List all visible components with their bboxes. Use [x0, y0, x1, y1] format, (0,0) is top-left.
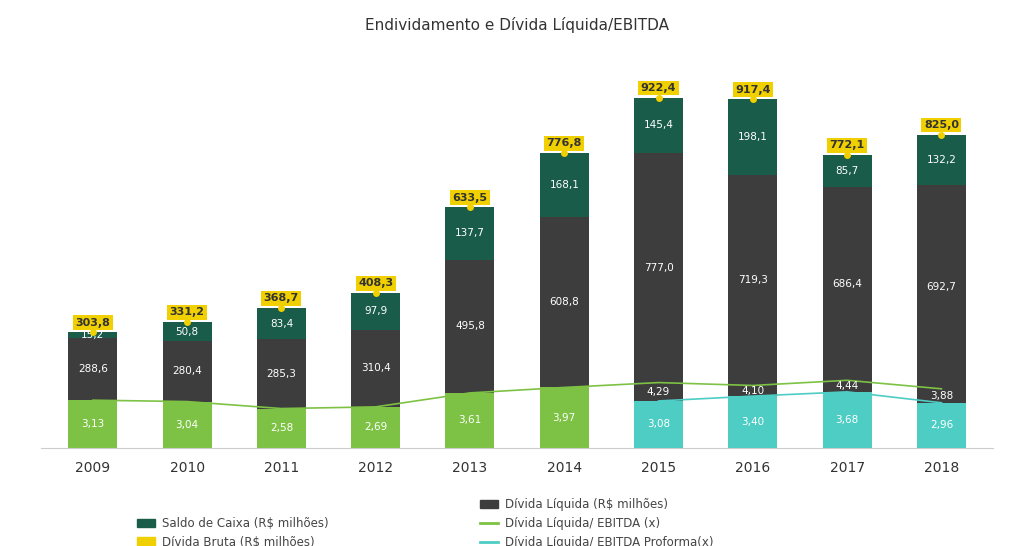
Text: 145,4: 145,4 [644, 120, 674, 130]
Bar [351, 293, 400, 330]
Text: 50,8: 50,8 [175, 327, 199, 337]
Bar [257, 308, 306, 340]
Text: 15,2: 15,2 [81, 330, 104, 340]
Bar [634, 153, 683, 383]
Bar [634, 153, 683, 401]
Text: 2,58: 2,58 [269, 423, 293, 433]
Bar [351, 330, 400, 407]
Text: 3,40: 3,40 [741, 417, 764, 427]
Bar [634, 383, 683, 448]
Bar [163, 341, 212, 401]
Text: 3,13: 3,13 [81, 419, 104, 429]
Bar [728, 175, 777, 385]
Text: 331,2: 331,2 [170, 307, 205, 317]
Bar [540, 388, 589, 448]
Bar [445, 393, 495, 448]
Text: 285,3: 285,3 [266, 369, 296, 379]
Bar [916, 134, 966, 185]
Bar [163, 322, 212, 341]
Bar [634, 401, 683, 448]
Bar [257, 408, 306, 448]
Bar [540, 217, 589, 388]
Text: 97,9: 97,9 [365, 306, 387, 316]
Text: 137,7: 137,7 [455, 228, 485, 239]
Text: 4,44: 4,44 [836, 381, 859, 391]
Text: 776,8: 776,8 [547, 138, 582, 149]
Bar [69, 400, 118, 448]
Text: 2,69: 2,69 [365, 422, 387, 432]
Text: 692,7: 692,7 [927, 282, 956, 292]
Bar [916, 185, 966, 389]
Bar [445, 207, 495, 259]
Text: 825,0: 825,0 [924, 120, 958, 130]
Text: 4,10: 4,10 [741, 386, 764, 396]
Text: 280,4: 280,4 [172, 366, 202, 376]
Bar [728, 99, 777, 175]
Bar [634, 98, 683, 153]
Text: 3,97: 3,97 [553, 413, 575, 423]
Text: 2,96: 2,96 [930, 420, 953, 430]
Text: 83,4: 83,4 [269, 318, 293, 329]
Text: 132,2: 132,2 [927, 155, 956, 165]
Bar [69, 333, 118, 338]
Text: 3,88: 3,88 [930, 391, 953, 401]
Text: 633,5: 633,5 [453, 193, 487, 203]
Text: 408,3: 408,3 [358, 278, 393, 288]
Bar [163, 401, 212, 448]
Text: 288,6: 288,6 [78, 364, 108, 374]
Text: 3,04: 3,04 [175, 420, 199, 430]
Bar [728, 385, 777, 448]
Text: 85,7: 85,7 [836, 166, 859, 176]
Text: 303,8: 303,8 [76, 318, 111, 328]
Text: 922,4: 922,4 [641, 83, 676, 93]
Text: 495,8: 495,8 [455, 321, 485, 331]
Bar [822, 187, 871, 381]
Text: 3,61: 3,61 [459, 416, 481, 425]
Bar [257, 340, 306, 408]
Bar [822, 155, 871, 187]
Text: 310,4: 310,4 [360, 364, 390, 373]
Bar [728, 396, 777, 448]
Text: 168,1: 168,1 [549, 180, 580, 189]
Bar [822, 187, 871, 392]
Bar [916, 403, 966, 448]
Bar [822, 392, 871, 448]
Bar [445, 259, 495, 393]
Text: 4,29: 4,29 [647, 387, 670, 397]
Text: 686,4: 686,4 [833, 278, 862, 289]
Bar [351, 407, 400, 448]
Title: Endividamento e Dívida Líquida/EBITDA: Endividamento e Dívida Líquida/EBITDA [366, 17, 669, 33]
Text: 368,7: 368,7 [264, 293, 299, 303]
Text: 3,68: 3,68 [836, 415, 859, 425]
Bar [540, 153, 589, 217]
Text: 777,0: 777,0 [644, 263, 674, 272]
Text: 198,1: 198,1 [738, 132, 768, 142]
Bar [916, 389, 966, 448]
Bar [728, 175, 777, 396]
Bar [822, 381, 871, 448]
Bar [69, 338, 118, 400]
Text: 3,08: 3,08 [647, 419, 670, 429]
Text: 719,3: 719,3 [738, 275, 768, 285]
Text: 608,8: 608,8 [550, 297, 580, 307]
Legend: Dívida Líquida (R$ milhões), Dívida Líquida/ EBITDA (x), Dívida Líquida/ EBITDA : Dívida Líquida (R$ milhões), Dívida Líqu… [475, 493, 718, 546]
Text: 917,4: 917,4 [735, 85, 771, 95]
Text: 772,1: 772,1 [829, 140, 864, 150]
Bar [916, 185, 966, 403]
